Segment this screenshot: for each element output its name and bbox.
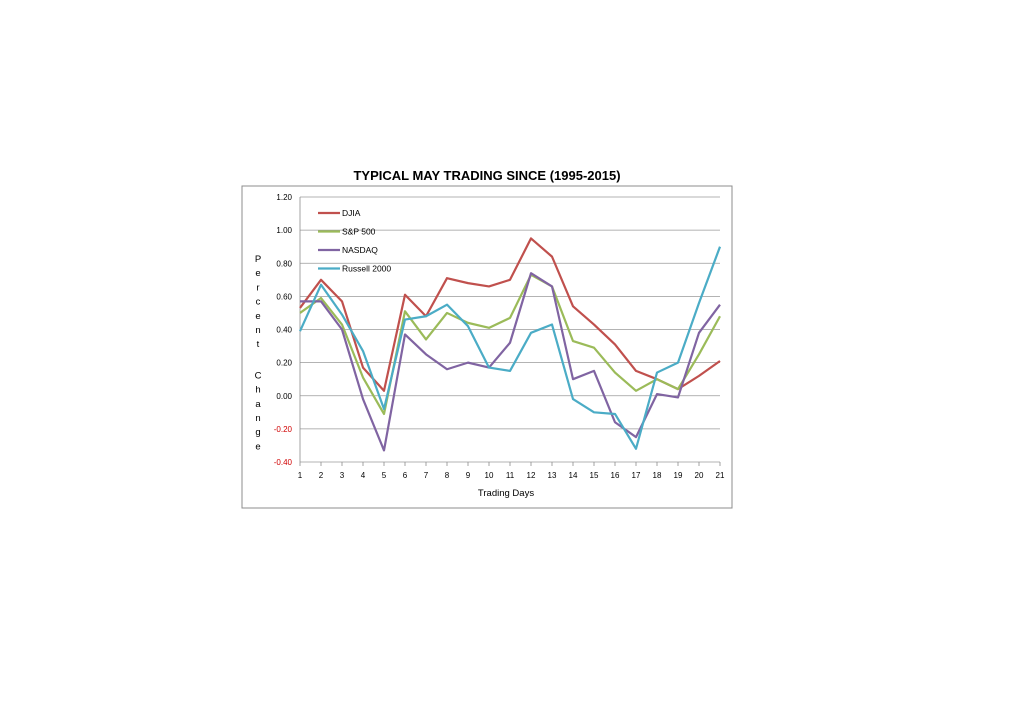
- series-line: [299, 273, 721, 416]
- x-tick-label: 7: [424, 471, 429, 480]
- y-tick-label: 0.00: [276, 392, 292, 401]
- x-tick-label: 3: [340, 471, 345, 480]
- legend-label: S&P 500: [342, 227, 376, 237]
- x-tick-label: 12: [527, 471, 536, 480]
- y-axis-label-char: a: [255, 399, 261, 410]
- series-line: [300, 272, 721, 452]
- y-axis-label-char: C: [255, 370, 262, 381]
- series-line: [299, 237, 721, 392]
- axes: -0.40-0.200.000.200.400.600.801.001.201 2…: [274, 193, 725, 480]
- legend-label: NASDAQ: [342, 245, 378, 255]
- x-tick-label: 15: [590, 471, 599, 480]
- x-tick-label: 9: [466, 471, 471, 480]
- y-axis-label-char: g: [255, 427, 260, 438]
- y-axis-label-char: n: [255, 325, 260, 336]
- y-tick-label: -0.40: [274, 458, 293, 467]
- x-tick-label: 11: [506, 471, 515, 480]
- chart-title: TYPICAL MAY TRADING SINCE (1995-2015): [353, 168, 621, 183]
- y-tick-label: 0.40: [276, 326, 292, 335]
- y-tick-label: 1.00: [276, 226, 292, 235]
- x-tick-label: 14: [569, 471, 578, 480]
- y-tick-label: -0.20: [274, 425, 293, 434]
- y-axis-label-char: e: [255, 311, 260, 322]
- x-tick-label: 19: [674, 471, 683, 480]
- y-axis-label-char: t: [257, 339, 260, 350]
- x-tick-label: 20: [695, 471, 704, 480]
- legend-label: Russell 2000: [342, 264, 391, 274]
- x-tick-label: 5: [382, 471, 387, 480]
- y-axis-label-char: e: [255, 441, 260, 452]
- x-tick-label: 4: [361, 471, 366, 480]
- x-axis-label: Trading Days: [478, 488, 534, 499]
- x-tick-label: 2: [319, 471, 324, 480]
- y-axis-label-char: n: [255, 413, 260, 424]
- legend: DJIA S&P 500 NASDAQ Russell 2000: [318, 208, 391, 274]
- y-axis-label-char: h: [255, 385, 260, 396]
- x-tick-label: 21: [716, 471, 725, 480]
- chart-frame: [241, 185, 733, 509]
- x-tick-label: 16: [611, 471, 620, 480]
- y-axis-label-char: c: [256, 297, 261, 308]
- x-tick-label: 8: [445, 471, 450, 480]
- legend-label: DJIA: [342, 208, 361, 218]
- y-tick-label: 0.80: [276, 259, 292, 268]
- y-tick-label: 1.20: [276, 193, 292, 202]
- x-tick-label: 1: [298, 471, 303, 480]
- series-lines: [298, 237, 722, 452]
- x-tick-label: 6: [403, 471, 408, 480]
- y-axis-label-char: r: [256, 282, 259, 293]
- x-tick-label: 13: [548, 471, 557, 480]
- x-tick-label: 18: [653, 471, 662, 480]
- y-tick-label: 0.20: [276, 359, 292, 368]
- y-axis-label-char: P: [255, 254, 261, 265]
- x-tick-label: 17: [632, 471, 641, 480]
- series-line: [298, 246, 722, 450]
- x-tick-label: 10: [485, 471, 494, 480]
- y-tick-label: 0.60: [276, 292, 292, 301]
- y-axis-label-char: e: [255, 268, 260, 279]
